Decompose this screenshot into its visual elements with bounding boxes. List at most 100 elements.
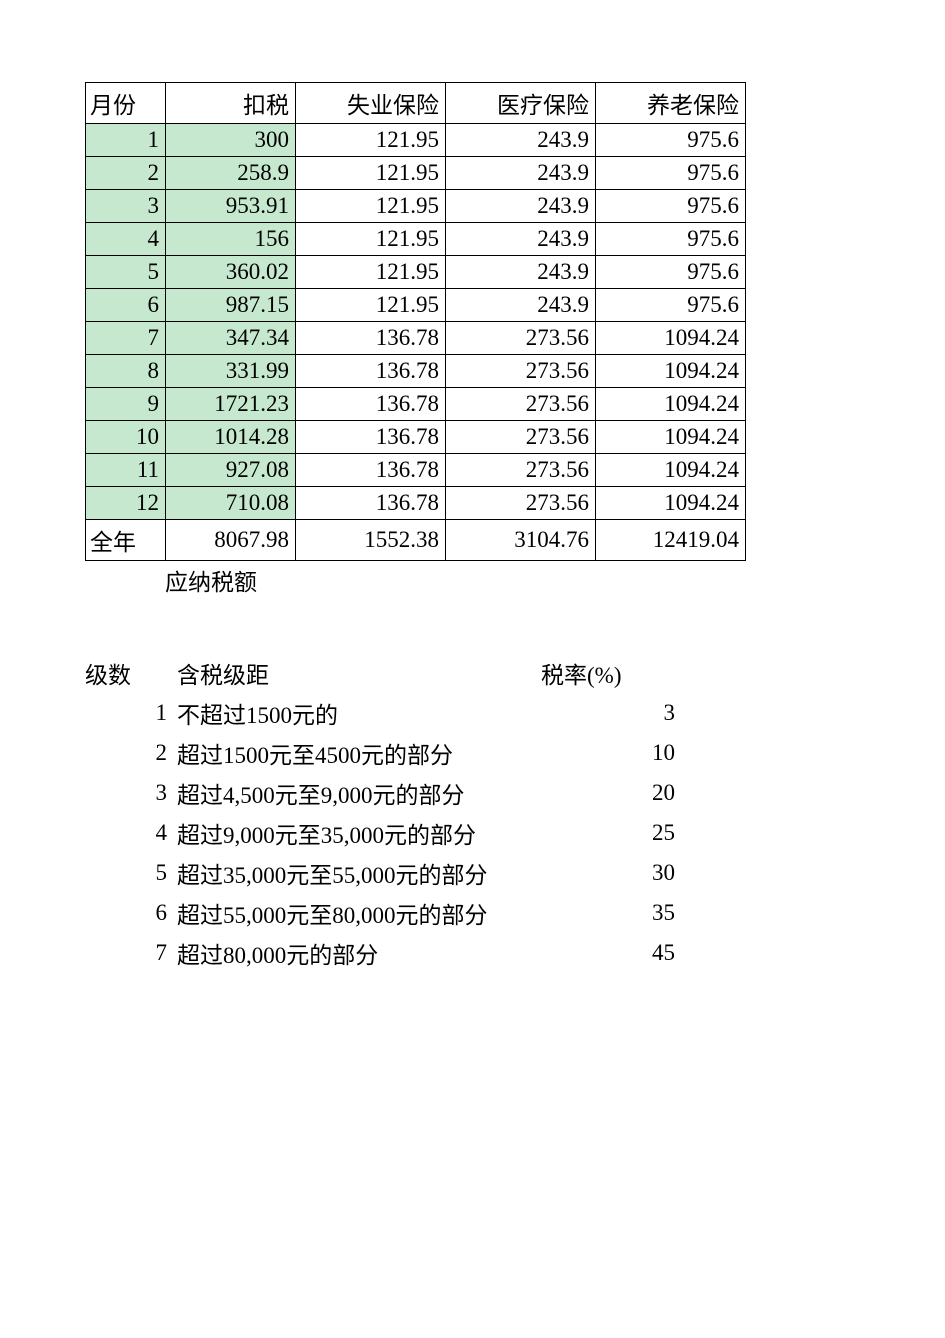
cell-footer-pension: 12419.04	[596, 520, 746, 561]
col-header-month: 月份	[86, 83, 166, 124]
cell-month: 7	[86, 322, 166, 355]
cell-unemployment: 136.78	[296, 454, 446, 487]
cell-tax: 331.99	[166, 355, 296, 388]
table-row: 7 347.34 136.78 273.56 1094.24	[86, 322, 746, 355]
cell-month: 1	[86, 124, 166, 157]
col-header-medical: 医疗保险	[446, 83, 596, 124]
col-header-tax: 扣税	[166, 83, 296, 124]
cell-month: 6	[86, 289, 166, 322]
cell-footer-medical: 3104.76	[446, 520, 596, 561]
cell-medical: 243.9	[446, 256, 596, 289]
cell-medical: 273.56	[446, 355, 596, 388]
table-row: 2 258.9 121.95 243.9 975.6	[86, 157, 746, 190]
cell-medical: 273.56	[446, 322, 596, 355]
col-header-unemployment: 失业保险	[296, 83, 446, 124]
tax-row: 2 超过1500元至4500元的部分 10	[85, 733, 679, 773]
cell-unemployment: 136.78	[296, 355, 446, 388]
cell-medical: 273.56	[446, 388, 596, 421]
cell-rate: 30	[541, 853, 679, 893]
table-row: 10 1014.28 136.78 273.56 1094.24	[86, 421, 746, 454]
cell-level: 4	[85, 813, 171, 853]
cell-month: 4	[86, 223, 166, 256]
cell-unemployment: 121.95	[296, 289, 446, 322]
cell-tax: 710.08	[166, 487, 296, 520]
cell-pension: 975.6	[596, 256, 746, 289]
table-row: 4 156 121.95 243.9 975.6	[86, 223, 746, 256]
cell-tax: 360.02	[166, 256, 296, 289]
cell-unemployment: 136.78	[296, 487, 446, 520]
col-header-rate: 税率(%)	[541, 653, 679, 693]
table-row: 3 953.91 121.95 243.9 975.6	[86, 190, 746, 223]
cell-month: 11	[86, 454, 166, 487]
cell-pension: 975.6	[596, 124, 746, 157]
tax-row: 1 不超过1500元的 3	[85, 693, 679, 733]
cell-tax: 156	[166, 223, 296, 256]
cell-footer-unemployment: 1552.38	[296, 520, 446, 561]
table-row: 11 927.08 136.78 273.56 1094.24	[86, 454, 746, 487]
cell-unemployment: 121.95	[296, 157, 446, 190]
cell-unemployment: 136.78	[296, 388, 446, 421]
cell-footer-label: 全年	[86, 520, 166, 561]
cell-pension: 1094.24	[596, 355, 746, 388]
cell-medical: 243.9	[446, 223, 596, 256]
cell-pension: 1094.24	[596, 388, 746, 421]
cell-month: 3	[86, 190, 166, 223]
deductions-table: 月份 扣税 失业保险 医疗保险 养老保险 1 300 121.95 243.9 …	[85, 82, 746, 561]
cell-level: 1	[85, 693, 171, 733]
cell-tax: 300	[166, 124, 296, 157]
cell-level: 7	[85, 933, 171, 973]
cell-month: 5	[86, 256, 166, 289]
cell-level: 3	[85, 773, 171, 813]
table-row: 1 300 121.95 243.9 975.6	[86, 124, 746, 157]
deductions-table-body: 1 300 121.95 243.9 975.6 2 258.9 121.95 …	[86, 124, 746, 561]
tax-row: 6 超过55,000元至80,000元的部分 35	[85, 893, 679, 933]
cell-medical: 273.56	[446, 487, 596, 520]
tax-header-row: 级数 含税级距 税率(%)	[85, 653, 679, 693]
cell-tax: 953.91	[166, 190, 296, 223]
cell-tax: 1721.23	[166, 388, 296, 421]
table-row: 9 1721.23 136.78 273.56 1094.24	[86, 388, 746, 421]
cell-tax: 987.15	[166, 289, 296, 322]
cell-bracket: 超过4,500元至9,000元的部分	[171, 773, 541, 813]
cell-level: 5	[85, 853, 171, 893]
cell-level: 6	[85, 893, 171, 933]
cell-pension: 1094.24	[596, 454, 746, 487]
cell-pension: 975.6	[596, 157, 746, 190]
tax-row: 7 超过80,000元的部分 45	[85, 933, 679, 973]
cell-pension: 1094.24	[596, 322, 746, 355]
cell-level: 2	[85, 733, 171, 773]
cell-rate: 10	[541, 733, 679, 773]
table-row: 8 331.99 136.78 273.56 1094.24	[86, 355, 746, 388]
cell-footer-tax: 8067.98	[166, 520, 296, 561]
cell-month: 9	[86, 388, 166, 421]
cell-pension: 1094.24	[596, 487, 746, 520]
cell-bracket: 超过1500元至4500元的部分	[171, 733, 541, 773]
tax-brackets-table: 级数 含税级距 税率(%) 1 不超过1500元的 3 2 超过1500元至45…	[85, 653, 679, 973]
cell-bracket: 不超过1500元的	[171, 693, 541, 733]
cell-pension: 975.6	[596, 289, 746, 322]
cell-unemployment: 136.78	[296, 421, 446, 454]
col-header-pension: 养老保险	[596, 83, 746, 124]
tax-row: 5 超过35,000元至55,000元的部分 30	[85, 853, 679, 893]
cell-unemployment: 121.95	[296, 190, 446, 223]
table-row: 5 360.02 121.95 243.9 975.6	[86, 256, 746, 289]
cell-bracket: 超过55,000元至80,000元的部分	[171, 893, 541, 933]
cell-unemployment: 121.95	[296, 223, 446, 256]
subtitle-taxable-amount: 应纳税额	[165, 563, 945, 597]
table-row: 12 710.08 136.78 273.56 1094.24	[86, 487, 746, 520]
table-row: 6 987.15 121.95 243.9 975.6	[86, 289, 746, 322]
cell-medical: 273.56	[446, 421, 596, 454]
tax-row: 4 超过9,000元至35,000元的部分 25	[85, 813, 679, 853]
cell-month: 8	[86, 355, 166, 388]
cell-pension: 1094.24	[596, 421, 746, 454]
cell-medical: 243.9	[446, 157, 596, 190]
cell-medical: 243.9	[446, 190, 596, 223]
cell-month: 2	[86, 157, 166, 190]
cell-bracket: 超过35,000元至55,000元的部分	[171, 853, 541, 893]
cell-pension: 975.6	[596, 190, 746, 223]
cell-month: 10	[86, 421, 166, 454]
cell-tax: 1014.28	[166, 421, 296, 454]
cell-medical: 243.9	[446, 124, 596, 157]
cell-pension: 975.6	[596, 223, 746, 256]
cell-medical: 273.56	[446, 454, 596, 487]
